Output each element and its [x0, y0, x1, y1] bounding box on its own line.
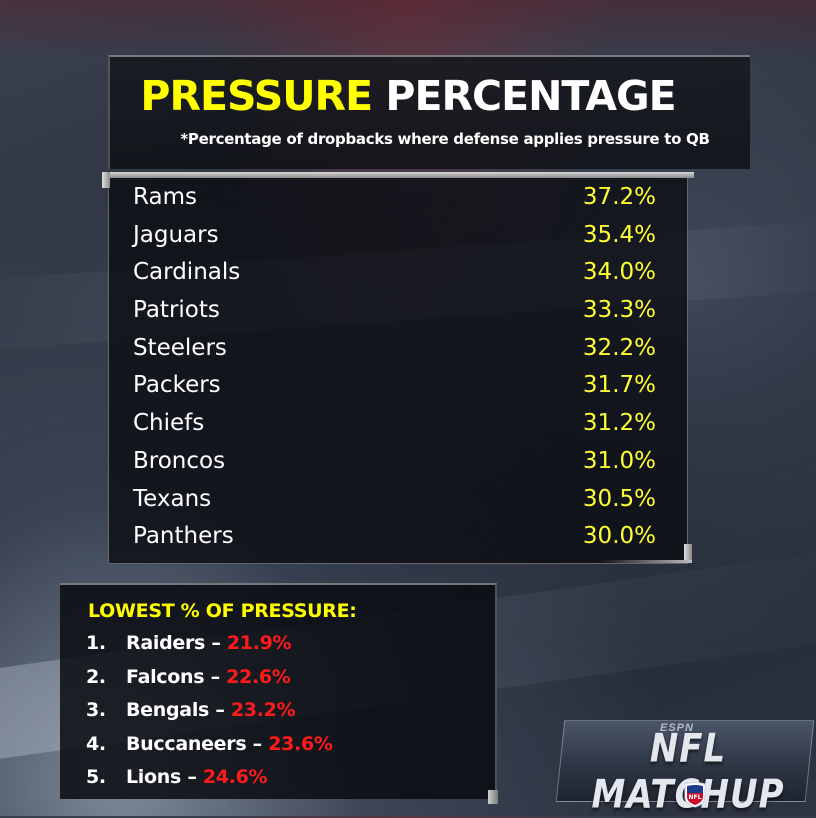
ranking-team: Packers: [133, 372, 221, 399]
ranking-percentage: 31.0%: [582, 447, 656, 474]
ranking-row: Chiefs 31.2%: [108, 406, 686, 444]
ranking-team: Patriots: [133, 297, 220, 324]
ranking-percentage: 30.0%: [582, 523, 656, 550]
ranking-team: Texans: [133, 485, 212, 512]
nfl-matchup-logo: ESPN NFL MATCHUP NFL: [555, 712, 815, 818]
ranking-team: Cardinals: [133, 259, 241, 286]
item-number: 5.: [86, 766, 106, 788]
item-percentage: 23.6%: [268, 732, 333, 755]
ranking-team: Steelers: [133, 334, 227, 361]
item-number: 1.: [86, 632, 106, 654]
item-number: 2.: [86, 665, 106, 688]
espn-wordmark: ESPN: [660, 722, 694, 734]
item-number: 4.: [86, 732, 106, 755]
item-team: Buccaneers: [126, 732, 247, 755]
item-percentage: 24.6%: [202, 766, 268, 788]
ranking-percentage: 30.5%: [582, 485, 656, 512]
ranking-team: Chiefs: [133, 410, 205, 437]
lowest-pressure-box: [60, 583, 497, 799]
ranking-team: Rams: [133, 184, 197, 210]
rankings-panel-edge: [600, 560, 692, 563]
ranking-row: Steelers 32.2%: [108, 331, 686, 369]
item-percentage: 22.6%: [226, 665, 291, 688]
item-team: Raiders: [126, 632, 206, 654]
logo-text: NFL MATCHUP: [591, 726, 783, 818]
ranking-team: Panthers: [133, 523, 234, 550]
rankings-panel-corner: [102, 172, 110, 188]
lowest-pressure-item: 4. Buccaneers – 23.6%: [86, 733, 333, 767]
item-team: Lions: [126, 766, 182, 788]
rankings-panel-top-bar: [104, 172, 694, 178]
item-dash: –: [246, 732, 269, 755]
background-streak-top: [0, 0, 816, 60]
ranking-percentage: 33.3%: [582, 297, 656, 324]
ranking-percentage: 31.7%: [582, 372, 656, 399]
item-dash: –: [205, 632, 227, 654]
lowest-pressure-heading: LOWEST % OF PRESSURE:: [88, 600, 357, 622]
ranking-team: Jaguars: [133, 221, 219, 248]
rankings-panel: [108, 172, 688, 564]
lowest-pressure-item: 3. Bengals – 23.2%: [86, 699, 333, 733]
item-number: 3.: [86, 699, 106, 721]
item-team: Falcons: [126, 665, 205, 688]
title-rest: PERCENTAGE: [385, 72, 676, 120]
title-accent: PRESSURE: [140, 72, 373, 120]
lowest-pressure-list: 1. Raiders – 21.9% 2. Falcons – 22.6% 3. Be…: [86, 632, 333, 800]
item-team: Bengals: [126, 699, 210, 721]
ranking-percentage: 35.4%: [582, 221, 656, 248]
rankings-panel-corner: [684, 544, 692, 560]
lowest-pressure-box-corner: [488, 790, 498, 804]
ranking-percentage: 37.2%: [582, 184, 656, 210]
item-percentage: 21.9%: [226, 632, 292, 654]
ranking-row: Rams 37.2%: [108, 180, 686, 218]
ranking-team: Broncos: [133, 447, 226, 474]
ranking-row: Patriots 33.3%: [108, 293, 686, 331]
item-dash: –: [181, 766, 203, 788]
ranking-row: Broncos 31.0%: [108, 444, 686, 482]
svg-text:NFL: NFL: [689, 794, 702, 801]
item-dash: –: [209, 699, 231, 721]
ranking-percentage: 31.2%: [582, 410, 656, 437]
ranking-row: Texans 30.5%: [108, 482, 686, 520]
ranking-row: Packers 31.7%: [108, 368, 686, 406]
item-percentage: 23.2%: [230, 699, 296, 721]
ranking-percentage: 34.0%: [582, 259, 656, 286]
lowest-pressure-item: 2. Falcons – 22.6%: [86, 666, 333, 700]
lowest-pressure-item: 5. Lions – 24.6%: [86, 766, 333, 800]
ranking-row: Panthers 30.0%: [108, 519, 686, 557]
ranking-row: Jaguars 35.4%: [108, 218, 686, 256]
page-title: PRESSURE PERCENTAGE: [0, 76, 816, 117]
item-dash: –: [204, 665, 227, 688]
rankings-list: Rams 37.2% Jaguars 35.4% Cardinals 34.0%…: [108, 180, 686, 557]
subtitle: *Percentage of dropbacks where defense a…: [180, 130, 710, 148]
ranking-percentage: 32.2%: [582, 334, 656, 361]
header-frame: [108, 55, 750, 169]
ranking-row: Cardinals 34.0%: [108, 255, 686, 293]
lowest-pressure-item: 1. Raiders – 21.9%: [86, 632, 333, 666]
nfl-shield-icon: NFL: [684, 782, 706, 808]
